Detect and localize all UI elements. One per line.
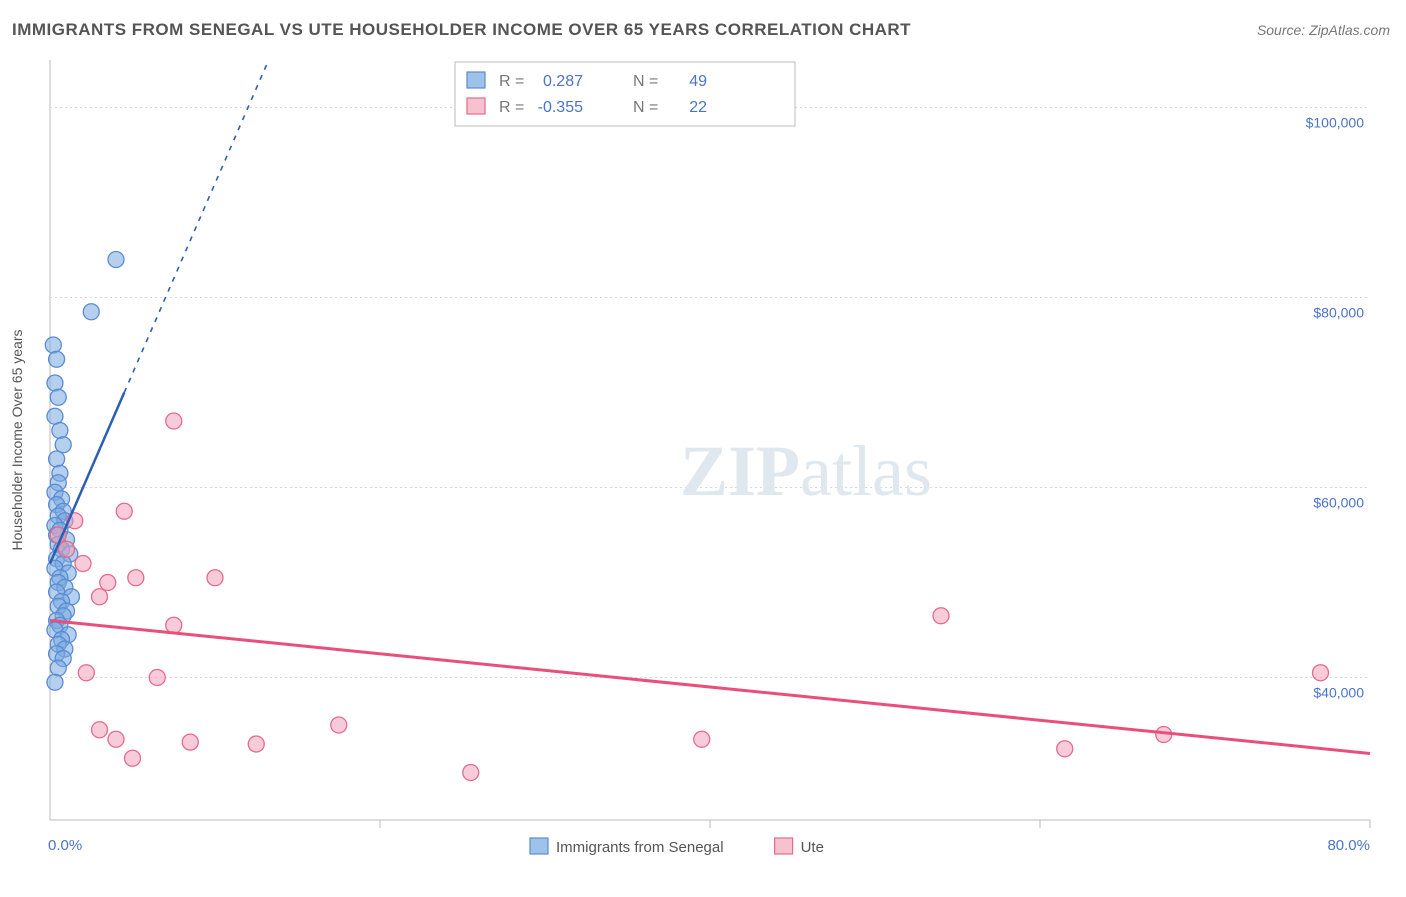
svg-text:N =: N = (633, 99, 658, 116)
svg-text:Immigrants from Senegal: Immigrants from Senegal (556, 839, 724, 856)
svg-text:$40,000: $40,000 (1313, 685, 1364, 701)
svg-text:N =: N = (633, 73, 658, 90)
source-attribution: Source: ZipAtlas.com (1257, 22, 1390, 38)
chart-container: $40,000 $60,000 $80,000 $100,000 Householder… (0, 60, 1406, 892)
svg-text:Householder Income Over 65 yea: Householder Income Over 65 years (9, 330, 25, 551)
svg-text:-0.355: -0.355 (538, 99, 583, 116)
svg-text:$60,000: $60,000 (1313, 495, 1364, 511)
svg-text:49: 49 (689, 73, 707, 90)
svg-text:80.0%: 80.0% (1327, 837, 1370, 854)
correlation-scatter-chart: $40,000 $60,000 $80,000 $100,000 Householder… (0, 60, 1406, 892)
svg-text:22: 22 (689, 99, 707, 116)
chart-title: IMMIGRANTS FROM SENEGAL VS UTE HOUSEHOLD… (12, 20, 911, 40)
svg-text:0.287: 0.287 (543, 73, 583, 90)
svg-text:$80,000: $80,000 (1313, 305, 1364, 321)
svg-text:Ute: Ute (801, 839, 824, 856)
svg-text:R =: R = (499, 99, 524, 116)
svg-text:$100,000: $100,000 (1306, 115, 1365, 131)
svg-text:R =: R = (499, 73, 524, 90)
svg-text:0.0%: 0.0% (48, 837, 82, 854)
